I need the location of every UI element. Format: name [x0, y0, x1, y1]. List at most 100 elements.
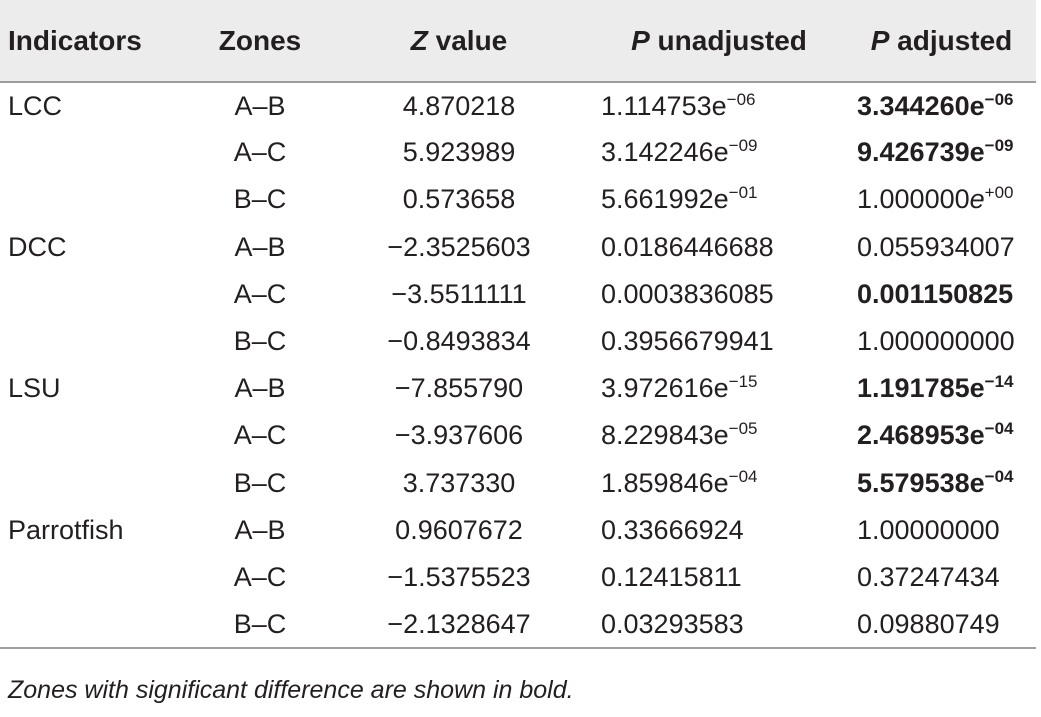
p-adjusted-cell: 2.468953e−04: [847, 412, 1036, 459]
zone-cell: B–C: [233, 608, 287, 639]
p-unadjusted-cell: 5.661992e−01: [591, 176, 847, 223]
zone-cell: B–C: [233, 467, 287, 498]
indicator-cell: DCC: [8, 231, 67, 262]
z-value-cell: −3.5511111: [391, 278, 527, 309]
p-adjusted-e: e: [969, 184, 985, 215]
header-zones: Zones: [193, 0, 327, 82]
p-unadjusted-cell: 0.3956679941: [601, 326, 774, 357]
table-row: LCC A–B 4.870218 1.114753e−06 3.344260e−…: [0, 82, 1036, 129]
z-value-cell: 0.573658: [402, 184, 516, 215]
p-unadjusted-cell: 3.972616e−15: [591, 365, 847, 412]
p-adjusted-cell: 0.001150825: [857, 278, 1014, 309]
p-adjusted-exponent: +00: [984, 183, 1014, 203]
p-unadjusted-exponent: −15: [728, 372, 758, 392]
zone-cell: A–B: [234, 373, 286, 404]
z-value-cell: 5.923989: [402, 137, 516, 168]
p-unadjusted-mantissa: 5.661992e: [601, 184, 729, 215]
p-unadjusted-exponent: −04: [728, 466, 758, 486]
zone-cell: A–C: [233, 137, 287, 168]
p-adjusted-cell: 9.426739e−09: [847, 129, 1036, 176]
z-value-cell: −0.8493834: [387, 326, 531, 357]
p-adjusted-mantissa: 3.344260e: [857, 90, 985, 121]
z-value-cell: 4.870218: [402, 90, 516, 121]
p-unadjusted-mantissa: 3.972616e: [601, 373, 729, 404]
p-unadjusted-exponent: −06: [726, 89, 756, 109]
table-body: LCC A–B 4.870218 1.114753e−06 3.344260e−…: [0, 82, 1036, 649]
zone-cell: A–C: [233, 420, 287, 451]
p-adjusted-cell: 0.37247434: [857, 561, 1000, 592]
table-header: Indicators Zones Z value P unadjusted P …: [0, 0, 1036, 82]
indicator-cell: [0, 271, 193, 318]
p-adjusted-cell: 1.191785e−14: [847, 365, 1036, 412]
p-unadjusted-mantissa: 1.114753e: [601, 90, 727, 121]
header-pu-label: unadjusted: [649, 24, 807, 56]
p-unadjusted-cell: 0.0186446688: [601, 231, 774, 262]
table-footnote: Zones with significant difference are sh…: [8, 676, 574, 704]
indicator-cell: [0, 601, 193, 648]
p-unadjusted-mantissa: 1.859846e: [601, 467, 729, 498]
header-row: Indicators Zones Z value P unadjusted P …: [0, 0, 1036, 82]
z-value-cell: 0.9607672: [395, 514, 523, 545]
header-p-unadjusted: P unadjusted: [591, 0, 847, 82]
table-row: B–C 0.573658 5.661992e−01 1.000000e+00: [0, 176, 1036, 223]
header-z-symbol: Z: [410, 24, 428, 56]
p-adjusted-exponent: −04: [984, 419, 1014, 439]
p-adjusted-exponent: −09: [984, 136, 1014, 156]
p-adjusted-mantissa: 1.000000: [857, 184, 970, 215]
z-value-cell: −3.937606: [394, 420, 524, 451]
p-adjusted-mantissa: 5.579538e: [857, 467, 985, 498]
header-pu-symbol: P: [631, 24, 650, 56]
table-row: A–C −3.937606 8.229843e−05 2.468953e−04: [0, 412, 1036, 459]
p-unadjusted-cell: 1.859846e−04: [591, 460, 847, 507]
indicator-cell: [0, 129, 193, 176]
header-pa-label: adjusted: [889, 24, 1013, 56]
indicator-cell: Parrotfish: [8, 514, 124, 545]
z-value-cell: −2.3525603: [387, 231, 531, 262]
p-adjusted-mantissa: 9.426739e: [857, 137, 985, 168]
table-row: Parrotfish A–B 0.9607672 0.33666924 1.00…: [0, 507, 1036, 554]
header-pa-symbol: P: [870, 24, 890, 56]
indicator-cell: [0, 554, 193, 601]
p-adjusted-mantissa: 1.191785e: [857, 373, 985, 404]
indicator-cell: LSU: [8, 373, 61, 404]
indicator-cell: [0, 176, 193, 223]
zone-cell: A–B: [234, 514, 286, 545]
zone-cell: B–C: [233, 184, 287, 215]
p-unadjusted-cell: 8.229843e−05: [591, 412, 847, 459]
indicator-cell: [0, 318, 193, 365]
zone-cell: A–C: [233, 278, 287, 309]
table-row: DCC A–B −2.3525603 0.0186446688 0.055934…: [0, 224, 1036, 271]
p-unadjusted-exponent: −05: [728, 419, 758, 439]
p-adjusted-exponent: −06: [984, 89, 1014, 109]
p-adjusted-cell: 0.055934007: [857, 231, 1015, 262]
indicator-cell: [0, 460, 193, 507]
p-unadjusted-mantissa: 8.229843e: [601, 420, 729, 451]
z-value-cell: 3.737330: [402, 467, 516, 498]
p-adjusted-mantissa: 2.468953e: [857, 420, 985, 451]
kruskal-results-table: Indicators Zones Z value P unadjusted P …: [0, 0, 1036, 649]
zone-cell: A–B: [234, 231, 286, 262]
p-unadjusted-cell: 0.0003836085: [601, 278, 774, 309]
header-z-value: Z value: [327, 0, 591, 82]
p-unadjusted-exponent: −09: [728, 136, 758, 156]
indicator-cell: LCC: [8, 90, 63, 121]
table-row: A–C −3.5511111 0.0003836085 0.001150825: [0, 271, 1036, 318]
p-adjusted-cell: 3.344260e−06: [847, 82, 1036, 129]
table-row: B–C −2.1328647 0.03293583 0.09880749: [0, 601, 1036, 649]
z-value-cell: −1.5375523: [387, 561, 531, 592]
table-row: A–C 5.923989 3.142246e−09 9.426739e−09: [0, 129, 1036, 176]
header-z-label: value: [427, 24, 508, 56]
p-unadjusted-cell: 0.03293583: [601, 608, 744, 639]
table-row: LSU A–B −7.855790 3.972616e−15 1.191785e…: [0, 365, 1036, 412]
p-adjusted-exponent: −14: [984, 372, 1014, 392]
p-adjusted-cell: 1.000000e+00: [847, 176, 1036, 223]
p-unadjusted-cell: 3.142246e−09: [591, 129, 847, 176]
table-row: B–C 3.737330 1.859846e−04 5.579538e−04: [0, 460, 1036, 507]
header-indicators: Indicators: [0, 0, 193, 82]
p-adjusted-cell: 1.00000000: [857, 514, 1000, 545]
zone-cell: A–C: [233, 561, 287, 592]
p-unadjusted-cell: 1.114753e−06: [591, 82, 847, 129]
z-value-cell: −7.855790: [394, 373, 524, 404]
p-adjusted-exponent: −04: [984, 466, 1014, 486]
p-adjusted-cell: 1.000000000: [857, 326, 1015, 357]
